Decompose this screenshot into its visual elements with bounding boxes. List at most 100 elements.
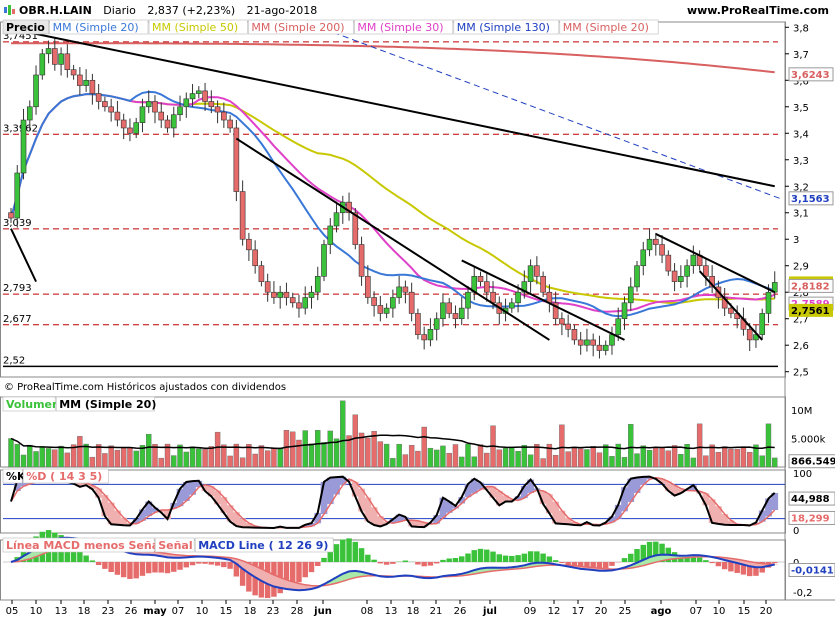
candle-body [759,313,766,335]
volume-bar [302,430,308,468]
volume-bar [565,451,571,468]
candle-body [602,344,609,351]
volume-bar [465,443,471,468]
candle-body [446,302,453,314]
price-y-tick-label: 3,5 [793,103,809,114]
price-legend-6: MM (Simple 20) [563,21,649,34]
candle-body [390,297,396,309]
candle-body [158,111,165,121]
candle-body [33,74,39,108]
price-last-value-tag: 2,7561 [791,306,830,317]
candle-body [170,114,177,129]
x-tick-label: 20 [595,606,608,617]
candle-body [477,276,484,282]
candle-body [577,339,584,346]
trendline-short [698,270,763,341]
x-tick-label: 08 [361,606,374,617]
x-tick-label: 18 [244,606,257,617]
volume-bar [603,444,609,468]
candle-body [652,238,659,245]
candle-body [314,276,321,293]
x-tick-label: 21 [430,606,443,617]
candle-body [26,106,33,121]
volume-bar [396,444,402,468]
candle-body [83,79,89,86]
x-tick-label: 13 [385,606,398,617]
price-legend-3: MM (Simple 200) [251,21,344,34]
volume-bar [477,444,484,468]
price-last-value-tag-bg [788,67,834,82]
candle-body [509,302,515,309]
candle-body [352,212,359,245]
x-tick-label: 26 [454,606,467,617]
candle-body [95,93,102,102]
candle-body [534,265,540,277]
candle-body [239,191,246,240]
volume-bar [290,431,296,468]
price-panel-frame [0,21,786,378]
volume-bar [446,453,452,468]
candle-body [371,297,377,306]
volume-bar [227,455,233,468]
volume-bar [590,445,596,468]
candle-body [765,291,772,314]
stochastic-d-line [10,475,776,529]
trendline-mid [235,137,550,341]
volume-bar [333,438,340,468]
price-y-tick-label: 2,8 [793,288,809,299]
volume-bar [690,457,697,468]
candle-body [659,244,665,256]
volume-bar [552,454,559,468]
candle-body [289,297,296,304]
volume-bar [177,444,183,468]
volume-bar [665,450,672,468]
x-tick-label: 10 [713,606,726,617]
x-tick-label: 26 [125,606,138,617]
chart-header: OBR.H.LAIN Diario 2,837 (+2,23%) 21-ago-… [0,0,835,20]
candle-body [108,106,114,113]
volume-legend-box [2,396,56,412]
candle-body [565,323,571,330]
candle-body [753,334,759,341]
volume-bar [315,430,321,468]
x-tick-label: 17 [572,606,585,617]
price-y-tick-label: 2,7 [793,315,809,326]
volume-bar [258,445,265,468]
x-tick-label: jun [313,606,332,617]
stochastic-y-tick-label: 100 [793,469,812,480]
volume-bar [283,430,290,468]
chart-menu-icon[interactable] [4,5,16,15]
price-y-tick-label: 2,6 [793,341,809,352]
candle-body [433,318,440,330]
candle-body [296,302,302,309]
volume-bar [703,455,709,468]
candle-body [546,291,553,304]
volume-bar [164,443,171,468]
price-level-label: 2,52 [3,355,25,366]
candle-body [164,119,171,129]
price-y-tick-label: 3,4 [793,129,809,140]
candle-body [258,265,265,282]
candle-body [678,276,684,282]
volume-bar [515,451,521,468]
macd-line [10,536,775,592]
volume-bar [734,448,740,468]
price-legend-box [453,19,560,35]
stochastic-d-value-tag-bg [788,510,835,525]
candle-body [746,329,753,341]
mm200-line [11,42,775,74]
candle-body [52,48,58,65]
trendline-july [461,259,625,341]
candle-body [728,307,734,314]
candle-body [490,291,496,304]
price-y-tick-label: 3,6 [793,76,809,87]
volume-bar [102,453,108,468]
x-tick-label: may [143,606,167,617]
volume-bar [584,449,590,468]
macd-last-value-tag-bg [788,563,835,577]
volume-legend-box [55,396,155,412]
candle-body [271,291,277,298]
candle-body [465,291,471,309]
candle-body [383,307,390,314]
